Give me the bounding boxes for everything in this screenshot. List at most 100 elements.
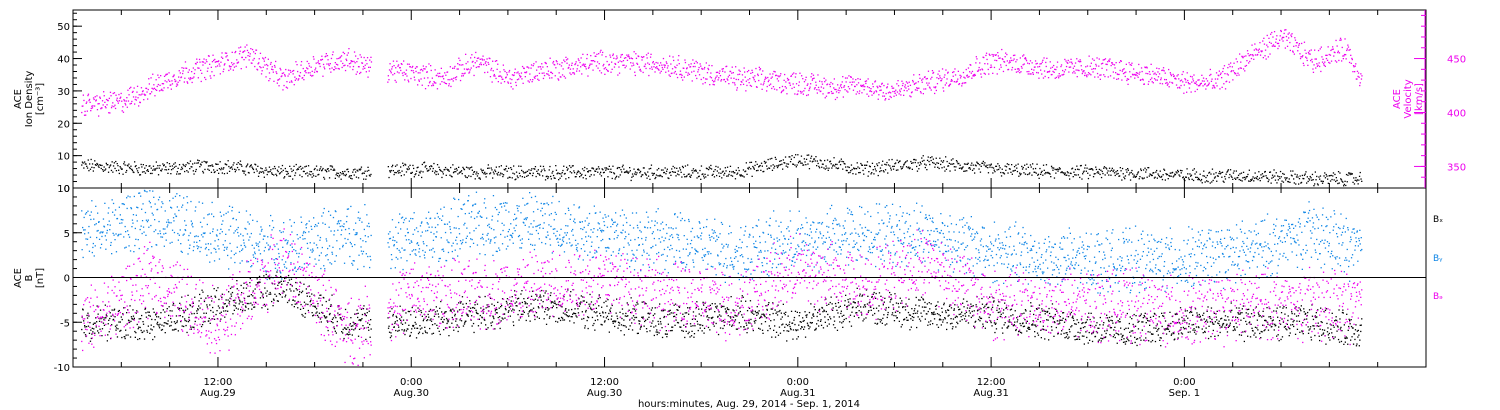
data-point <box>160 206 163 208</box>
data-point <box>683 173 685 176</box>
data-point <box>756 86 758 88</box>
data-point <box>113 162 115 164</box>
data-point <box>668 74 670 76</box>
data-point <box>222 244 224 246</box>
data-point <box>864 167 866 169</box>
data-point <box>199 221 202 223</box>
data-point <box>168 168 170 171</box>
data-point <box>136 220 138 222</box>
data-point <box>330 57 333 60</box>
data-point <box>806 94 808 97</box>
data-point <box>587 171 589 173</box>
data-point <box>466 69 468 71</box>
data-point <box>798 81 800 83</box>
data-point <box>237 61 240 63</box>
data-point <box>221 172 223 174</box>
data-point <box>329 262 331 264</box>
data-point <box>283 263 285 266</box>
data-point <box>1339 172 1341 174</box>
data-point <box>535 175 537 178</box>
data-point <box>1303 178 1305 180</box>
data-point <box>210 243 212 245</box>
data-point <box>1187 79 1189 82</box>
data-point <box>779 75 781 77</box>
data-point <box>457 68 459 70</box>
data-point <box>675 67 677 69</box>
data-point <box>755 161 757 163</box>
data-point <box>671 171 674 173</box>
data-point <box>934 163 937 166</box>
data-point <box>467 61 469 63</box>
data-point <box>703 177 705 179</box>
data-point <box>520 247 523 249</box>
data-point <box>671 68 674 70</box>
data-point <box>100 108 102 110</box>
data-point <box>429 249 431 251</box>
data-point <box>1136 74 1138 77</box>
data-point <box>795 154 797 156</box>
data-point <box>1224 175 1226 178</box>
data-point <box>365 178 367 180</box>
data-point <box>839 85 842 87</box>
data-point <box>633 64 635 66</box>
data-point <box>782 89 785 91</box>
data-point <box>197 247 199 250</box>
data-point <box>301 234 304 237</box>
data-point <box>519 175 521 177</box>
data-point <box>1029 60 1032 62</box>
data-point <box>931 70 934 72</box>
data-point <box>560 76 562 78</box>
data-point <box>361 221 363 223</box>
data-point <box>815 156 817 158</box>
data-point <box>1187 82 1189 84</box>
data-point <box>912 79 914 82</box>
data-point <box>1274 45 1276 47</box>
data-point <box>279 271 281 273</box>
data-point <box>146 191 148 193</box>
data-point <box>109 229 111 231</box>
data-point <box>257 165 259 167</box>
data-point <box>1045 65 1047 68</box>
data-point <box>555 165 557 167</box>
data-point <box>495 166 497 168</box>
data-point <box>1010 57 1012 59</box>
data-point <box>1014 54 1016 56</box>
data-point <box>943 166 945 168</box>
data-point <box>139 228 141 231</box>
data-point <box>1196 176 1198 179</box>
data-point <box>1077 60 1080 62</box>
data-point <box>613 173 616 175</box>
data-point <box>250 164 252 166</box>
data-point <box>806 84 808 86</box>
data-point <box>786 77 789 80</box>
data-point <box>910 160 912 163</box>
data-point <box>110 169 113 172</box>
data-point <box>327 168 329 170</box>
data-point <box>440 208 442 210</box>
data-point <box>1185 176 1187 178</box>
data-point <box>270 214 272 217</box>
data-point <box>599 51 601 53</box>
data-point <box>364 67 366 69</box>
data-point <box>409 66 411 68</box>
data-point <box>205 243 207 245</box>
data-point <box>1239 53 1241 55</box>
data-point <box>569 68 572 70</box>
data-point <box>223 68 225 70</box>
data-point <box>1202 77 1205 79</box>
data-point <box>497 63 499 65</box>
data-point <box>789 161 792 163</box>
data-point <box>769 73 771 75</box>
data-point <box>346 54 348 56</box>
data-point <box>837 89 839 91</box>
data-point <box>546 73 548 75</box>
data-point <box>1113 172 1116 174</box>
data-point <box>407 166 410 168</box>
data-point <box>208 213 210 215</box>
data-point <box>532 79 534 81</box>
data-point <box>164 80 166 82</box>
data-point <box>578 70 581 72</box>
data-point <box>219 73 221 75</box>
data-point <box>1172 176 1174 178</box>
data-point <box>476 175 479 177</box>
